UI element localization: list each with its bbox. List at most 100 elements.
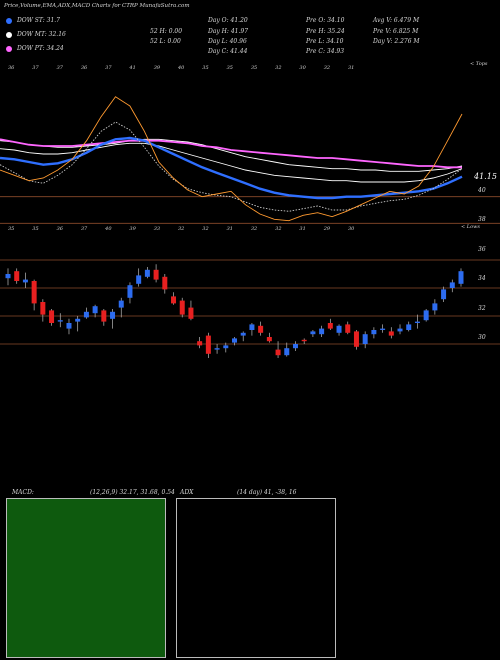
candle-body bbox=[319, 328, 325, 335]
stat-prev-volume: Pre V: 6.825 M bbox=[373, 28, 419, 35]
candle-body bbox=[249, 324, 255, 330]
candle-body bbox=[362, 334, 368, 344]
ema-ytick-40: 40 bbox=[478, 187, 486, 194]
candle-body bbox=[223, 345, 229, 349]
tops-label: < Tops bbox=[470, 61, 488, 67]
candle-body bbox=[75, 318, 81, 322]
candle-body bbox=[345, 324, 351, 333]
ema-top-label: 35 bbox=[227, 65, 233, 71]
dow-mt-swatch bbox=[6, 31, 12, 38]
stat-52-high: 52 H: 0.00 bbox=[150, 28, 183, 35]
candle-body bbox=[353, 331, 359, 347]
candle-body bbox=[153, 269, 159, 280]
chart-title: Price,Volume,EMA,ADX,MACD Charts for CTR… bbox=[4, 3, 190, 9]
ema-series-price_dotted bbox=[0, 121, 463, 212]
adx-label: ADX bbox=[180, 489, 194, 496]
ema-top-label: 36 bbox=[8, 65, 15, 71]
ema-series-dow_pt bbox=[0, 138, 462, 169]
ema-bottom-label: 30 bbox=[348, 226, 355, 232]
candle-body bbox=[205, 335, 211, 354]
candle-body bbox=[266, 337, 272, 342]
ema-bottom-label: 32 bbox=[178, 226, 184, 232]
ema-bottom-label: 32 bbox=[202, 226, 208, 232]
candle-body bbox=[66, 323, 72, 329]
ema-grid bbox=[0, 196, 500, 224]
candle-body bbox=[258, 325, 264, 333]
candle-body bbox=[284, 348, 290, 356]
candle-body bbox=[14, 271, 20, 281]
ema-top-label: 31 bbox=[348, 65, 354, 71]
candle-body bbox=[179, 300, 185, 315]
stat-52-low: 52 L: 0.00 bbox=[150, 38, 181, 45]
candle-body bbox=[83, 311, 89, 318]
adx-panel bbox=[176, 498, 336, 658]
stat-day-open: Day O: 41.20 bbox=[208, 17, 248, 24]
candle-body bbox=[232, 338, 237, 343]
stat-avg-volume: Avg V: 6.479 M bbox=[373, 17, 420, 24]
ema-bottom-label: 36 bbox=[57, 226, 64, 232]
ema-top-label: 32 bbox=[275, 65, 281, 71]
candle-body bbox=[327, 323, 333, 329]
ema-top-label: 35 bbox=[251, 65, 257, 71]
ema-bottom-label: 31 bbox=[299, 226, 305, 232]
stat-day-close: Day C: 41.44 bbox=[208, 48, 248, 55]
candle-body bbox=[406, 324, 412, 330]
candle-body bbox=[110, 311, 116, 319]
stat-day-high: Day H: 41.97 bbox=[208, 28, 249, 35]
ema-bottom-label: 32 bbox=[251, 226, 257, 232]
ema-top-label: 36 bbox=[81, 65, 88, 71]
ema-bottom-label: 33 bbox=[154, 226, 160, 232]
ema-extreme-labels: 36 37 37 36 37 41 39 40 35 35 35 32 30 32 31 35 35 36 37 40… bbox=[8, 65, 355, 232]
ema-bottom-label: 37 bbox=[81, 226, 88, 232]
stat-prev-high: Pre H: 35.24 bbox=[306, 28, 345, 35]
candle-body bbox=[423, 310, 429, 321]
candle-body bbox=[144, 269, 150, 277]
candle-body bbox=[292, 344, 298, 349]
candle-body bbox=[162, 276, 168, 290]
price-ytick-30: 30 bbox=[478, 334, 486, 341]
candle-body bbox=[371, 330, 377, 335]
candle-body bbox=[101, 310, 107, 322]
ema-bottom-label: 40 bbox=[104, 226, 112, 232]
ema-top-label: 35 bbox=[202, 65, 208, 71]
candle-body bbox=[92, 306, 98, 314]
candle-body bbox=[458, 271, 464, 284]
stat-day-low: Day L: 40.96 bbox=[208, 38, 247, 45]
stat-day-volume: Day V: 2.276 M bbox=[373, 38, 420, 45]
candle-body bbox=[5, 274, 11, 279]
dow-pt-swatch bbox=[6, 45, 12, 52]
candle-body bbox=[275, 349, 281, 356]
ema-top-label: 30 bbox=[299, 65, 306, 71]
ema-series-dow_st bbox=[0, 136, 463, 200]
ema-top-label: 41 bbox=[128, 65, 135, 71]
ema-value-label: 41.15 bbox=[474, 172, 497, 181]
candle-body bbox=[441, 289, 447, 300]
candle-body bbox=[40, 302, 46, 315]
candle-body bbox=[388, 331, 394, 336]
dow-st-label: DOW ST: 31.7 bbox=[17, 17, 60, 24]
ema-bottom-label: 35 bbox=[8, 226, 14, 232]
ema-bottom-label: 32 bbox=[275, 226, 281, 232]
dow-mt-label: DOW MT: 32.16 bbox=[17, 31, 66, 38]
candle-body bbox=[214, 348, 220, 350]
candle-body bbox=[49, 310, 55, 323]
candle-body bbox=[397, 328, 403, 332]
dow-pt-label: DOW PT: 34.24 bbox=[17, 45, 64, 52]
price-ytick-32: 32 bbox=[478, 305, 486, 312]
ema-top-label: 37 bbox=[105, 65, 112, 71]
ema-top-label: 37 bbox=[32, 65, 39, 71]
stat-prev-close: Pre C: 34.93 bbox=[306, 48, 345, 55]
candle-body bbox=[31, 281, 37, 304]
ema-top-label: 37 bbox=[57, 65, 64, 71]
candle-body bbox=[432, 303, 438, 311]
candle-body bbox=[188, 307, 194, 319]
ema-bottom-label: 39 bbox=[129, 226, 136, 232]
price-grid bbox=[0, 259, 500, 345]
ema-bottom-label: 29 bbox=[323, 226, 331, 232]
candle-body bbox=[336, 325, 342, 333]
candles bbox=[5, 264, 464, 358]
price-ytick-36: 36 bbox=[478, 246, 486, 253]
candle-body bbox=[118, 300, 124, 308]
candle-body bbox=[449, 282, 455, 288]
macd-panel bbox=[6, 498, 166, 658]
